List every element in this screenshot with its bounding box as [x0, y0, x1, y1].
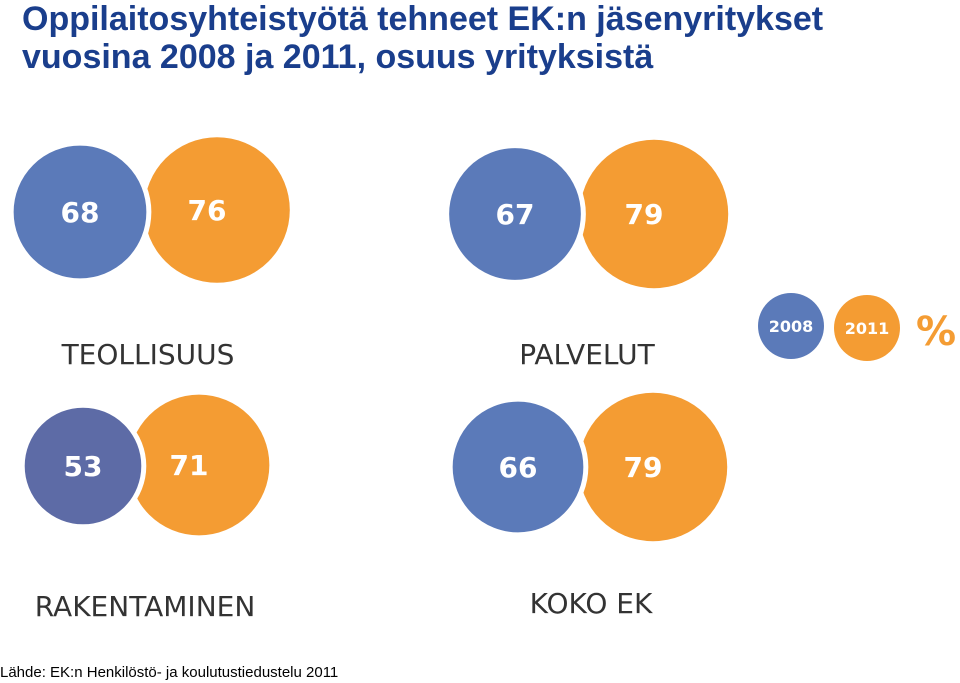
bubble-teollisuus-2008 — [8, 140, 152, 284]
value-label-palvelut-2011: 79 — [625, 198, 664, 231]
category-label-palvelut: PALVELUT — [519, 338, 655, 371]
bubble-rakentaminen-2008 — [19, 402, 147, 530]
legend-label-2011: 2011 — [845, 319, 890, 338]
legend-unit: % — [916, 309, 956, 355]
category-label-koko-ek: KOKO EK — [530, 587, 653, 620]
value-label-rakentaminen-2011: 71 — [170, 449, 209, 482]
value-label-rakentaminen-2008: 53 — [64, 450, 103, 483]
bubble-palvelut-2008 — [444, 143, 586, 285]
bubble-koko-ek-2008 — [447, 396, 589, 538]
chart-title-line1: Oppilaitosyhteistyötä tehneet EK:n jäsen… — [22, 0, 824, 38]
bubble-chart: 68 76 TEOLLISUUS 67 79 PALVELUT 53 71 RAKENTAMIN… — [8, 137, 957, 623]
legend-label-2008: 2008 — [769, 317, 814, 336]
bubble-palvelut-2011 — [579, 139, 729, 289]
chart-title: Oppilaitosyhteistyötä tehneet EK:n jäsen… — [22, 0, 823, 76]
bubble-teollisuus-2011 — [144, 137, 290, 283]
value-label-palvelut-2008: 67 — [496, 198, 535, 231]
bubble-rakentaminen-2011 — [128, 394, 270, 536]
chart-title-line2: vuosina 2008 ja 2011, osuus yrityksistä — [22, 38, 654, 76]
value-label-teollisuus-2011: 76 — [188, 194, 227, 227]
value-label-koko-ek-2011: 79 — [624, 451, 663, 484]
legend-swatch-2008 — [758, 293, 824, 359]
category-label-teollisuus: TEOLLISUUS — [61, 338, 235, 371]
value-label-koko-ek-2008: 66 — [499, 451, 538, 484]
value-label-teollisuus-2008: 68 — [61, 196, 100, 229]
category-label-rakentaminen: RAKENTAMINEN — [35, 590, 256, 623]
legend-swatch-2011 — [834, 295, 900, 361]
bubble-koko-ek-2011 — [578, 392, 728, 542]
source-note: Lähde: EK:n Henkilöstö- ja koulutustiedu… — [0, 664, 339, 681]
